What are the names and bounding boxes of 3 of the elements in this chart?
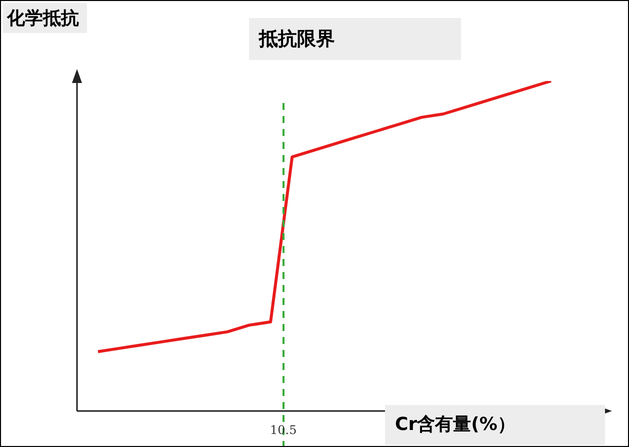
x-axis-title: Cr含有量(%） bbox=[395, 413, 516, 436]
text: 抵抗限界 bbox=[259, 27, 335, 52]
y-axis-title: 化学抵抗 bbox=[7, 7, 79, 30]
